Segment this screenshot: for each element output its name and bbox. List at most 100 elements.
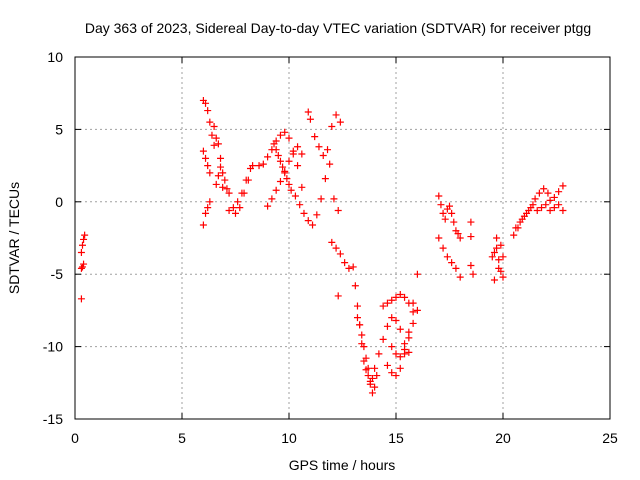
data-point: [371, 383, 379, 391]
data-point: [279, 163, 287, 171]
data-point: [371, 364, 379, 372]
x-tick-label: 20: [495, 430, 511, 446]
y-tick-label: 10: [47, 49, 63, 65]
data-point: [206, 169, 214, 177]
data-point: [202, 209, 210, 217]
data-point: [276, 131, 284, 139]
data-point: [296, 201, 304, 209]
data-point: [204, 204, 212, 212]
data-point: [77, 264, 85, 272]
data-point: [223, 185, 231, 193]
data-point: [272, 146, 280, 154]
data-point: [495, 256, 503, 264]
data-point: [264, 202, 272, 210]
data-point: [202, 99, 210, 107]
data-point: [516, 218, 524, 226]
data-point: [379, 302, 387, 310]
data-point: [212, 180, 220, 188]
data-point: [538, 204, 546, 212]
data-point: [443, 253, 451, 261]
data-point: [467, 233, 475, 241]
data-point: [298, 150, 306, 158]
data-point: [276, 178, 284, 186]
data-point: [274, 151, 282, 159]
data-point: [272, 186, 280, 194]
data-point: [77, 248, 85, 256]
data-point: [341, 259, 349, 267]
data-point: [206, 198, 214, 206]
data-point: [401, 345, 409, 353]
data-point: [525, 206, 533, 214]
data-point: [405, 348, 413, 356]
data-point: [413, 270, 421, 278]
data-point: [330, 195, 338, 203]
data-point: [326, 160, 334, 168]
data-point: [448, 259, 456, 267]
data-point: [304, 217, 312, 225]
data-point: [360, 343, 368, 351]
data-point: [199, 221, 207, 229]
data-point: [467, 262, 475, 270]
data-point: [332, 244, 340, 252]
data-point: [240, 189, 248, 197]
data-point: [448, 209, 456, 217]
data-point: [336, 118, 344, 126]
y-tick-label: -15: [43, 411, 63, 427]
data-point: [510, 231, 518, 239]
data-point: [392, 293, 400, 301]
data-point: [287, 186, 295, 194]
data-point: [544, 189, 552, 197]
data-point: [409, 319, 417, 327]
data-point: [388, 314, 396, 322]
data-point: [383, 299, 391, 307]
data-point: [217, 163, 225, 171]
data-point: [542, 201, 550, 209]
data-point: [291, 192, 299, 200]
data-point: [450, 218, 458, 226]
data-point: [353, 302, 361, 310]
data-point: [281, 169, 289, 177]
data-point: [520, 212, 528, 220]
data-point: [332, 111, 340, 119]
data-point: [270, 140, 278, 148]
data-point: [495, 264, 503, 272]
data-point: [531, 195, 539, 203]
data-point: [368, 374, 376, 382]
data-point: [206, 118, 214, 126]
data-point: [356, 321, 364, 329]
data-point: [364, 364, 372, 372]
data-point: [493, 244, 501, 252]
data-point: [204, 107, 212, 115]
plot-frame: [74, 56, 611, 420]
data-point: [392, 372, 400, 380]
data-point: [229, 204, 237, 212]
data-point: [469, 270, 477, 278]
data-point: [304, 108, 312, 116]
data-point: [490, 276, 498, 284]
data-point: [300, 209, 308, 217]
data-point: [358, 331, 366, 339]
data-point: [383, 361, 391, 369]
data-point: [208, 131, 216, 139]
data-point: [217, 154, 225, 162]
data-point: [334, 292, 342, 300]
data-point: [336, 250, 344, 258]
data-point: [313, 211, 321, 219]
data-point: [497, 241, 505, 249]
data-point: [345, 264, 353, 272]
data-point: [294, 143, 302, 151]
y-tick-label: -5: [51, 266, 64, 282]
data-point: [366, 380, 374, 388]
data-point: [353, 314, 361, 322]
data-point: [225, 189, 233, 197]
data-point: [383, 322, 391, 330]
x-tick-label: 5: [178, 430, 186, 446]
data-point: [80, 260, 88, 268]
data-point: [396, 325, 404, 333]
data-point: [214, 140, 222, 148]
data-point: [212, 134, 220, 142]
data-point: [499, 253, 507, 261]
data-point: [311, 133, 319, 141]
data-point: [490, 248, 498, 256]
